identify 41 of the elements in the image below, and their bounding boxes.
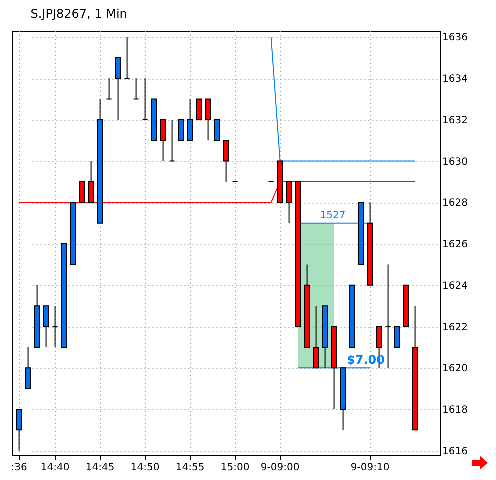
candlestick [187,98,194,142]
candlestick [196,98,202,120]
candlestick [169,119,176,162]
candlestick [115,57,122,120]
candlestick [205,98,212,142]
y-tick-label: 1626 [442,240,468,251]
candlestick [160,119,166,162]
x-tick-label: 14:45 [86,462,115,474]
y-tick-label: 1628 [442,198,468,210]
y-tick-label: 1622 [442,322,468,334]
x-tick-label: 9-09:00 [260,462,300,474]
candlestick [16,409,22,452]
candlestick [223,140,230,182]
y-tick-label: 1624 [442,280,468,292]
candlestick [142,78,148,120]
y-tick-label: 1630 [442,156,468,168]
candlestick [394,326,400,348]
annotation: 1527 [320,210,346,222]
candlestick [133,78,140,100]
y-tick-label: 1620 [442,364,468,375]
y-tick-label: 1636 [442,32,468,44]
candlestick [52,306,58,348]
candlestick [25,346,32,390]
candlestick [178,119,184,142]
x-tick-label: 14:50 [130,462,160,474]
y-tick-label: 1616 [442,446,468,458]
y-tick-label: 1618 [442,405,468,416]
y-tick-label: 1634 [442,74,468,86]
candlestick [124,36,130,80]
chart-title: S.JPJ8267, 1 Min [30,7,128,21]
y-tick-label: 1632 [442,115,468,126]
x-tick-label: 9-09:10 [350,462,390,474]
candlestick [214,119,220,142]
x-tick-label: 14:40 [40,462,70,474]
x-tick-label: 15:00 [220,462,250,474]
candlestick [106,78,112,100]
candlestick [43,306,50,348]
candlestick [313,306,320,369]
candlestick [385,264,392,369]
x-tick-label: 14:55 [176,462,205,474]
x-tick-label: :36 [11,462,28,474]
